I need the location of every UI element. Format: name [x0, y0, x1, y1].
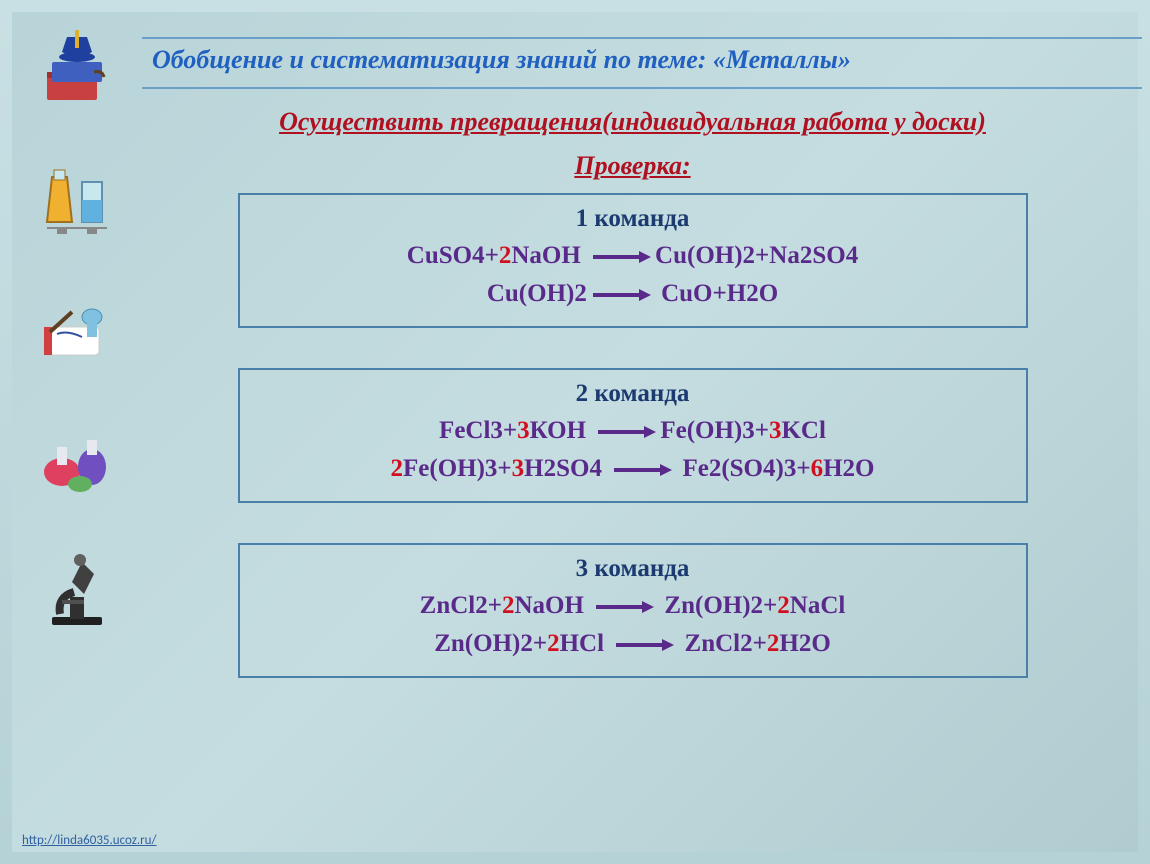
subtitle: Осуществить превращения(индивидуальная р…: [152, 107, 1113, 137]
burner-pen-icon: [32, 282, 122, 372]
content-area: Обобщение и систематизация знаний по тем…: [152, 37, 1113, 718]
chemistry-flasks-icon: [32, 412, 122, 502]
page-title: Обобщение и систематизация знаний по тем…: [152, 45, 1113, 81]
flask-beaker-icon: [32, 152, 122, 242]
equation: Zn(OH)2+2HCl ZnCl2+2H2O: [256, 625, 1010, 663]
equation: FeCl3+3КОН Fe(OH)3+3KCl: [256, 412, 1010, 450]
slide: Обобщение и систематизация знаний по тем…: [0, 0, 1150, 864]
team-box-2: 2 команда FeCl3+3КОН Fe(OH)3+3KCl2Fe(OH)3…: [238, 368, 1028, 503]
equation: 2Fe(OH)3+3H2SO4 Fe2(SO4)3+6H2O: [256, 450, 1010, 488]
microscope-icon: [32, 542, 122, 632]
check-label: Проверка:: [152, 151, 1113, 181]
teams-container: 1 команда CuSO4+2NaOH Cu(OH)2+Na2SO4Cu(OH…: [152, 193, 1113, 678]
footer-link[interactable]: http://linda6035.ucoz.ru/: [22, 833, 157, 848]
team-box-3: 3 команда ZnCl2+2NaOH Zn(OH)2+2NaClZn(OH)…: [238, 543, 1028, 678]
team-title: 1 команда: [256, 205, 1010, 233]
team-title: 3 команда: [256, 555, 1010, 583]
equation: CuSO4+2NaOH Cu(OH)2+Na2SO4: [256, 237, 1010, 275]
divider: [142, 87, 1142, 89]
team-box-1: 1 команда CuSO4+2NaOH Cu(OH)2+Na2SO4Cu(OH…: [238, 193, 1028, 328]
sidebar: [12, 12, 142, 852]
equation: Cu(OH)2 CuO+H2O: [256, 275, 1010, 313]
books-icon: [32, 22, 122, 112]
divider: [142, 37, 1142, 39]
equation: ZnCl2+2NaOH Zn(OH)2+2NaCl: [256, 587, 1010, 625]
team-title: 2 команда: [256, 380, 1010, 408]
